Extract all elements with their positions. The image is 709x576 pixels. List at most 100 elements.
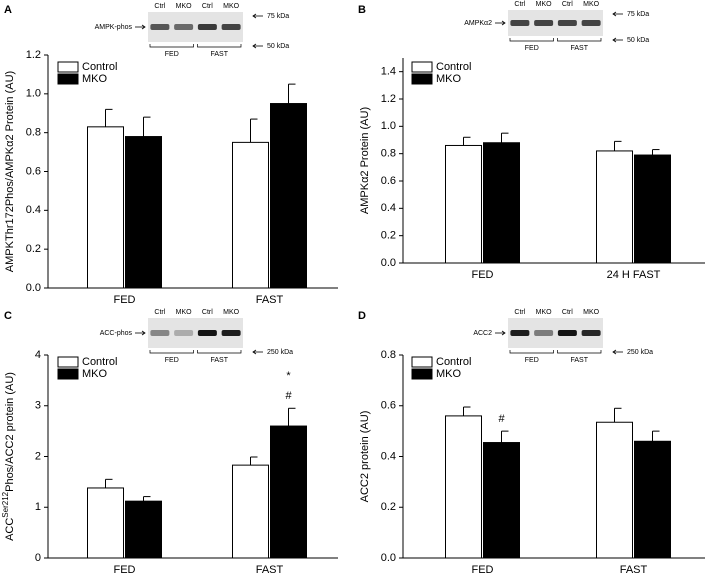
y-axis-label-part: AMPKThr172Phos/AMPKα2 Protein (AU) bbox=[4, 71, 16, 272]
y-tick-label: 0.6 bbox=[381, 175, 396, 187]
x-tick-label: FAST bbox=[256, 294, 284, 306]
blot-band bbox=[510, 20, 530, 26]
y-axis-label: ACC2 protein (AU) bbox=[359, 411, 371, 503]
marker-label: 75 kDa bbox=[627, 11, 649, 18]
y-tick-label: 4 bbox=[35, 349, 41, 361]
y-axis-label: AMPKα2 Protein (AU) bbox=[359, 107, 371, 214]
blot-band bbox=[221, 24, 241, 30]
group-label: FED bbox=[525, 357, 539, 364]
legend-swatch bbox=[57, 356, 79, 368]
legend-label: MKO bbox=[82, 73, 108, 85]
group-bracket bbox=[509, 350, 554, 354]
group-bracket bbox=[557, 350, 602, 354]
y-axis-label-part: ACC2 protein (AU) bbox=[359, 411, 371, 503]
bar bbox=[125, 500, 162, 559]
bar bbox=[483, 442, 520, 559]
legend-label: MKO bbox=[82, 368, 108, 380]
marker-arrowhead bbox=[612, 349, 617, 355]
bar bbox=[634, 154, 671, 264]
y-tick-label: 0.6 bbox=[381, 400, 396, 412]
legend-swatch bbox=[411, 73, 433, 85]
bar bbox=[125, 136, 162, 289]
lane-label: Ctrl bbox=[154, 309, 165, 316]
y-axis-label: ACCSer212Phos/ACC2 protein (AU) bbox=[1, 372, 16, 541]
lane-label: MKO bbox=[583, 1, 600, 8]
significance-mark: # bbox=[285, 390, 292, 402]
bar bbox=[596, 421, 633, 559]
y-axis-label: AMPKThr172Phos/AMPKα2 Protein (AU) bbox=[4, 71, 16, 272]
legend-label: MKO bbox=[436, 368, 462, 380]
y-axis-label-part: Ser212 bbox=[1, 491, 10, 517]
significance-mark: # bbox=[498, 413, 505, 425]
group-bracket bbox=[149, 44, 194, 48]
legend-label: Control bbox=[82, 356, 117, 368]
blot-band bbox=[534, 20, 554, 26]
group-label: FED bbox=[525, 45, 539, 52]
y-tick-label: 1.2 bbox=[26, 49, 41, 61]
bar bbox=[634, 440, 671, 559]
blot-band bbox=[557, 20, 577, 26]
legend-label: MKO bbox=[436, 73, 462, 85]
y-tick-label: 0.4 bbox=[26, 204, 41, 216]
lane-label: Ctrl bbox=[154, 3, 165, 10]
group-bracket bbox=[557, 38, 602, 42]
y-tick-label: 0.8 bbox=[26, 127, 41, 139]
blot-label: AMPK-phos bbox=[95, 24, 133, 31]
bar bbox=[232, 464, 269, 559]
y-tick-label: 0.4 bbox=[381, 450, 396, 462]
y-tick-label: 2 bbox=[35, 450, 41, 462]
y-tick-label: 3 bbox=[35, 400, 41, 412]
y-tick-label: 0 bbox=[35, 552, 41, 564]
x-tick-label: FED bbox=[114, 564, 136, 576]
marker-label: 75 kDa bbox=[267, 13, 289, 20]
y-axis-label-part: AMPKα2 Protein (AU) bbox=[359, 107, 371, 214]
x-tick-label: FED bbox=[472, 564, 494, 576]
blot-band bbox=[221, 330, 241, 336]
y-tick-label: 0.4 bbox=[381, 202, 396, 214]
lane-label: MKO bbox=[176, 309, 193, 316]
panel-label: A bbox=[4, 4, 12, 16]
bar bbox=[270, 103, 307, 289]
group-bracket bbox=[509, 38, 554, 42]
x-tick-label: FED bbox=[472, 269, 494, 281]
y-tick-label: 0.6 bbox=[26, 165, 41, 177]
lane-label: MKO bbox=[583, 309, 600, 316]
group-label: FED bbox=[165, 357, 179, 364]
legend-swatch bbox=[411, 356, 433, 368]
blot-band bbox=[581, 20, 601, 26]
lane-label: MKO bbox=[536, 1, 553, 8]
legend-label: Control bbox=[436, 356, 471, 368]
y-tick-label: 1.4 bbox=[381, 66, 396, 78]
y-tick-label: 1.0 bbox=[381, 120, 396, 132]
y-tick-label: 0.2 bbox=[381, 501, 396, 513]
legend-label: Control bbox=[436, 61, 471, 73]
group-bracket bbox=[197, 350, 242, 354]
blot-band bbox=[581, 330, 601, 336]
blot-band bbox=[534, 330, 554, 336]
y-tick-label: 1.2 bbox=[381, 93, 396, 105]
blot-band bbox=[174, 330, 194, 336]
group-label: FAST bbox=[570, 357, 588, 364]
y-axis-label-part: Phos/ACC2 protein (AU) bbox=[4, 372, 16, 492]
lane-label: Ctrl bbox=[514, 1, 525, 8]
bar bbox=[483, 142, 520, 264]
y-tick-label: 0.0 bbox=[381, 257, 396, 269]
blot-arrowhead bbox=[141, 24, 146, 30]
x-tick-label: FAST bbox=[620, 564, 648, 576]
blot-label: AMPKα2 bbox=[464, 20, 492, 27]
marker-label: 50 kDa bbox=[267, 43, 289, 50]
y-tick-label: 1.0 bbox=[26, 88, 41, 100]
group-label: FAST bbox=[210, 357, 228, 364]
y-tick-label: 0.8 bbox=[381, 349, 396, 361]
group-bracket bbox=[149, 350, 194, 354]
blot-band bbox=[174, 24, 194, 30]
panel-label: B bbox=[358, 4, 366, 16]
blot-band bbox=[150, 330, 170, 336]
bar bbox=[445, 415, 482, 559]
lane-label: Ctrl bbox=[562, 1, 573, 8]
lane-label: MKO bbox=[536, 309, 553, 316]
lane-label: Ctrl bbox=[514, 309, 525, 316]
blot-band bbox=[557, 330, 577, 336]
panel-label: D bbox=[358, 310, 366, 322]
